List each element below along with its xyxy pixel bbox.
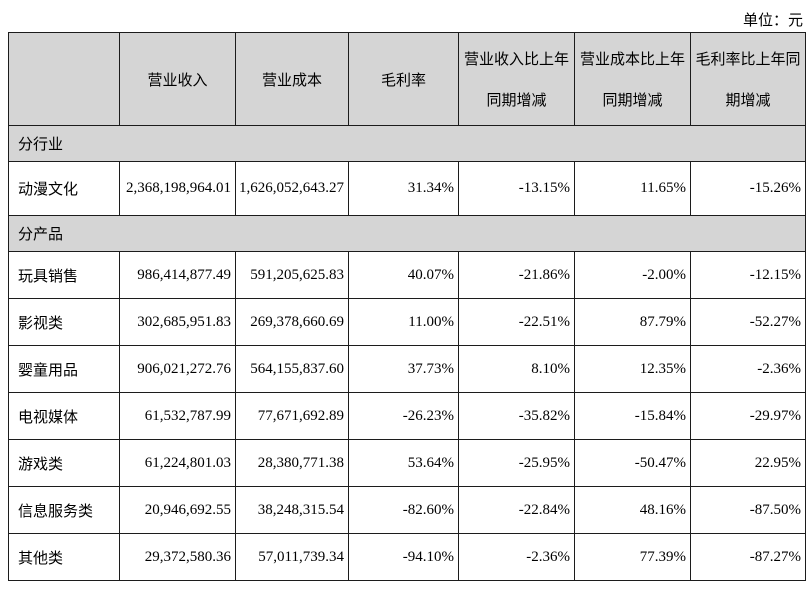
cell-value: 11.00% [348,298,459,346]
column-header-line2: 同期增减 [602,93,663,109]
column-header-revenue-yoy: 营业收入比上年 同期增减 [458,32,575,126]
section-label: 分产品 [8,215,806,252]
cell-value: -29.97% [690,392,806,440]
cell-value: -50.47% [574,439,691,487]
data-row: 游戏类 61,224,801.03 28,380,771.38 53.64% -25.9… [8,439,806,487]
cell-value: 31.34% [348,161,459,216]
column-header-label: 营业成本 [261,72,322,89]
cell-value: -94.10% [348,533,459,581]
segment-revenue-table: 营业收入 营业成本 毛利率 营业收入比上年 同期增减 营业成本比上年 [8,32,806,581]
row-label: 婴童用品 [8,345,120,393]
cell-value: 564,155,837.60 [235,345,349,393]
row-label: 游戏类 [8,439,120,487]
cell-value: 591,205,625.83 [235,251,349,299]
cell-value: -26.23% [348,392,459,440]
cell-value: -15.84% [574,392,691,440]
section-label: 分行业 [8,125,806,162]
cell-value: -35.82% [458,392,575,440]
table-header: 营业收入 营业成本 毛利率 营业收入比上年 同期增减 营业成本比上年 [8,32,806,126]
cell-value: 38,248,315.54 [235,486,349,534]
cell-value: 906,021,272.76 [119,345,236,393]
cell-value: 8.10% [458,345,575,393]
row-label: 其他类 [8,533,120,581]
cell-value: 61,224,801.03 [119,439,236,487]
row-label: 玩具销售 [8,251,120,299]
column-header-line1: 营业成本比上年 [579,52,685,68]
column-header-label: 营业成本比上年 同期增减 [576,48,690,110]
table-header-row: 营业收入 营业成本 毛利率 营业收入比上年 同期增减 营业成本比上年 [8,32,806,126]
cell-value: -2.36% [458,533,575,581]
cell-value: 87.79% [574,298,691,346]
column-header-line1: 营业收入比上年 [463,52,569,68]
cell-value: 29,372,580.36 [119,533,236,581]
data-row: 电视媒体 61,532,787.99 77,671,692.89 -26.23% -35… [8,392,806,440]
cell-value: -2.00% [574,251,691,299]
row-label: 影视类 [8,298,120,346]
data-row: 其他类 29,372,580.36 57,011,739.34 -94.10% -2.3… [8,533,806,581]
row-label: 信息服务类 [8,486,120,534]
cell-value: 11.65% [574,161,691,216]
cell-value: -2.36% [690,345,806,393]
row-label: 动漫文化 [8,161,120,216]
cell-value: 20,946,692.55 [119,486,236,534]
column-header-line2: 期增减 [725,93,771,109]
cell-value: -12.15% [690,251,806,299]
cell-value: 77,671,692.89 [235,392,349,440]
cell-value: 37.73% [348,345,459,393]
cell-value: 77.39% [574,533,691,581]
cell-value: 61,532,787.99 [119,392,236,440]
column-header-label: 毛利率比上年同 期增减 [692,48,805,110]
cell-value: 986,414,877.49 [119,251,236,299]
data-row: 信息服务类 20,946,692.55 38,248,315.54 -82.60% -2… [8,486,806,534]
data-row: 动漫文化 2,368,198,964.01 1,626,052,643.27 31.3… [8,161,806,216]
cell-value: 53.64% [348,439,459,487]
column-header-label: 营业收入 [147,72,208,89]
cell-value: -15.26% [690,161,806,216]
column-header-blank [8,32,120,126]
cell-value: 1,626,052,643.27 [235,161,349,216]
column-header-label: 营业收入比上年 同期增减 [460,48,574,110]
cell-value: 22.95% [690,439,806,487]
column-header-line1: 毛利率比上年同 [695,52,801,68]
table-body: 分行业 动漫文化 2,368,198,964.01 1,626,052,643.27 3… [8,125,806,581]
column-header-gross-margin-yoy: 毛利率比上年同 期增减 [690,32,806,126]
cell-value: 12.35% [574,345,691,393]
cell-value: 302,685,951.83 [119,298,236,346]
cell-value: 28,380,771.38 [235,439,349,487]
column-header-cost: 营业成本 [235,32,349,126]
cell-value: 269,378,660.69 [235,298,349,346]
cell-value: -22.84% [458,486,575,534]
cell-value: -25.95% [458,439,575,487]
section-row: 分行业 [8,125,806,162]
unit-label: 单位：元 [742,13,803,29]
cell-value: 57,011,739.34 [235,533,349,581]
cell-value: 48.16% [574,486,691,534]
column-header-gross-margin: 毛利率 [348,32,459,126]
cell-value: -87.27% [690,533,806,581]
cell-value: 2,368,198,964.01 [119,161,236,216]
data-row: 婴童用品 906,021,272.76 564,155,837.60 37.73% 8.… [8,345,806,393]
column-header-cost-yoy: 营业成本比上年 同期增减 [574,32,691,126]
cell-value: -22.51% [458,298,575,346]
column-header-label: 毛利率 [380,72,426,89]
section-row: 分产品 [8,215,806,252]
data-row: 影视类 302,685,951.83 269,378,660.69 11.00% -22… [8,298,806,346]
data-row: 玩具销售 986,414,877.49 591,205,625.83 40.07% -2… [8,251,806,299]
cell-value: 40.07% [348,251,459,299]
cell-value: -21.86% [458,251,575,299]
column-header-line2: 同期增减 [486,93,547,109]
cell-value: -82.60% [348,486,459,534]
row-label: 电视媒体 [8,392,120,440]
cell-value: -87.50% [690,486,806,534]
column-header-revenue: 营业收入 [119,32,236,126]
cell-value: -52.27% [690,298,806,346]
cell-value: -13.15% [458,161,575,216]
